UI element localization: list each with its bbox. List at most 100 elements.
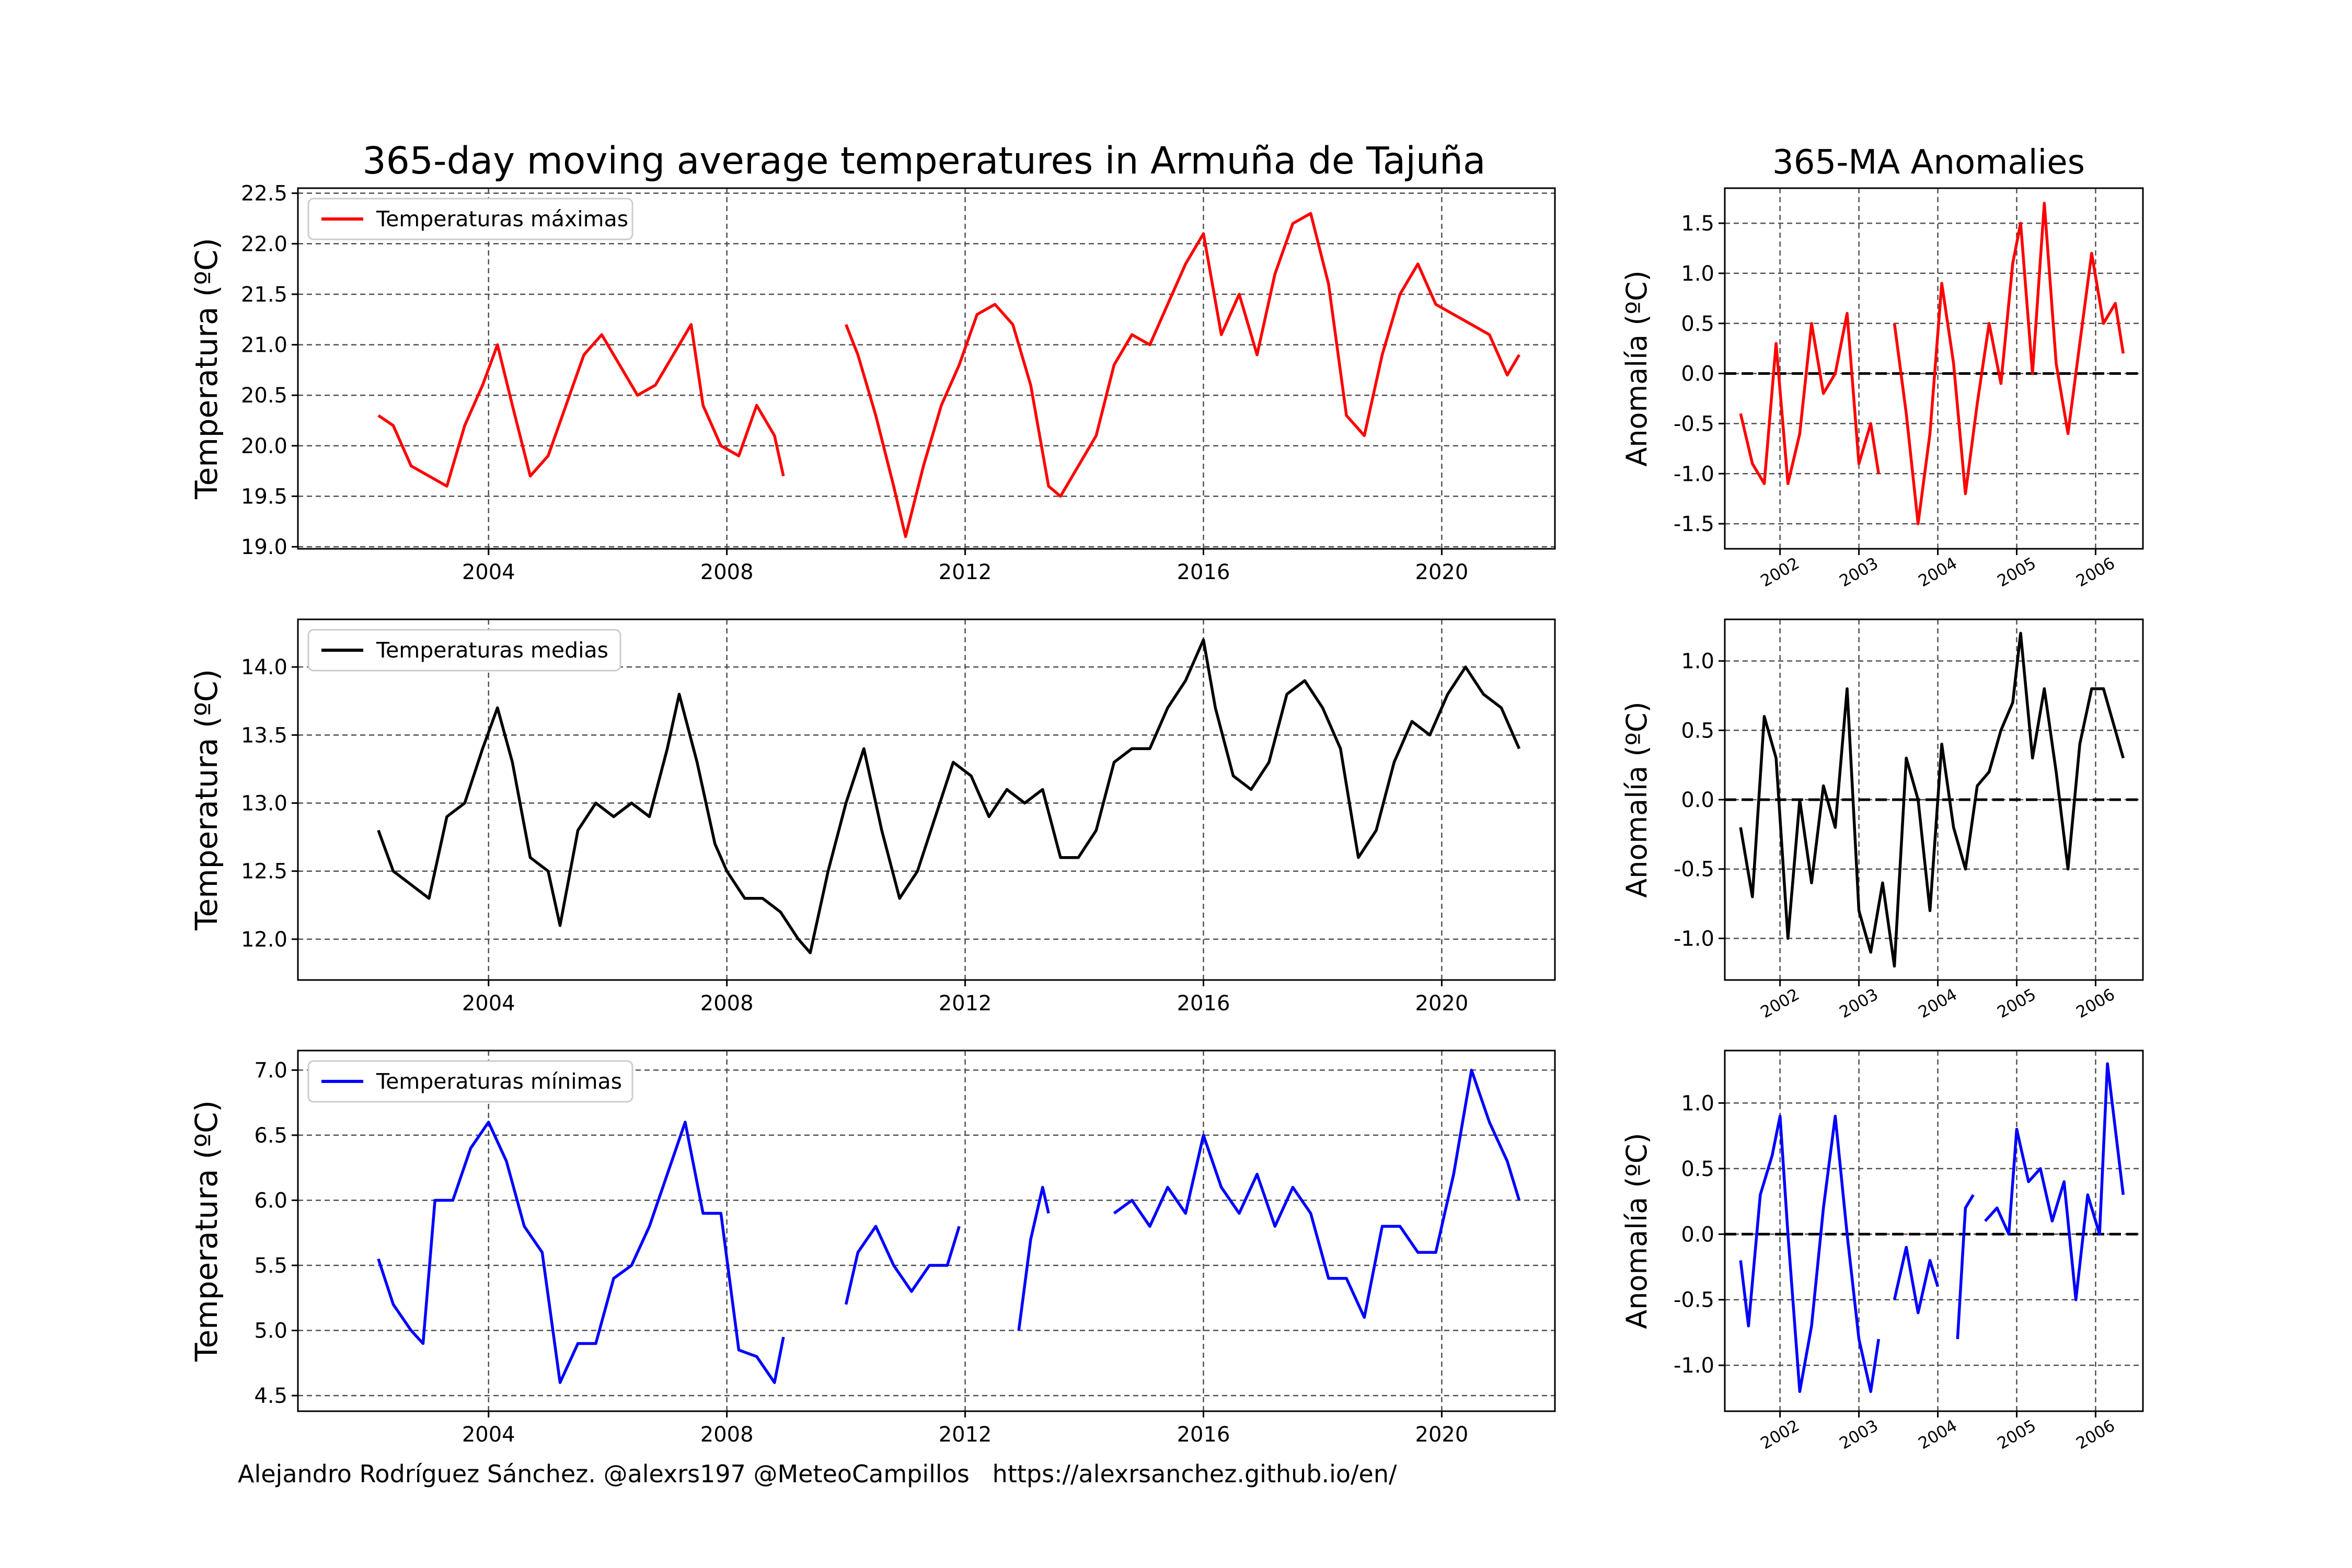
anom-mean-xtick-label: 2005 <box>1994 985 2039 1022</box>
mean-axes-frame <box>297 618 1556 981</box>
footer-gap <box>970 1460 993 1488</box>
anom-max-ytick-label: 0.0 <box>1681 362 1714 386</box>
min-xtick-label: 2016 <box>1177 1423 1230 1447</box>
mean-ytick-label: 12.0 <box>241 928 287 952</box>
max-ytick-label: 22.0 <box>241 232 287 256</box>
mean-panel: 12.0 12.5 13.0 13.5 14.0 2004 2008 2012 2016 2020… <box>189 618 1556 1016</box>
max-ytick-label: 20.5 <box>241 384 287 408</box>
anom-min-ytick-label: 0.5 <box>1681 1157 1714 1181</box>
anom-max-ytick-label: -1.0 <box>1674 462 1714 486</box>
anom-max-axes-frame <box>1724 187 2144 550</box>
min-ytick-label: 4.5 <box>254 1384 287 1408</box>
max-xtick-label: 2004 <box>462 560 515 584</box>
max-ytick-label: 19.5 <box>241 485 287 509</box>
max-ytick-label: 21.5 <box>241 283 287 307</box>
max-xtick-label: 2012 <box>939 560 992 584</box>
anom-mean-xtick-label: 2006 <box>2073 985 2118 1022</box>
max-ytick-label: 19.0 <box>241 535 287 559</box>
anom-max-ytick-label: -0.5 <box>1674 412 1714 436</box>
max-legend-label: Temperaturas máximas <box>376 206 628 232</box>
mean-xtick-label: 2004 <box>462 991 515 1016</box>
min-ytick-label: 5.0 <box>254 1319 287 1343</box>
min-series-line <box>377 1068 1521 1384</box>
anom-mean-ytick-label: 0.0 <box>1681 788 1714 812</box>
min-xtick-label: 2020 <box>1415 1423 1469 1447</box>
max-ytick-label: 21.0 <box>241 333 287 358</box>
min-legend-label: Temperaturas mínimas <box>376 1069 622 1094</box>
min-ylabel: Temperatura (ºC) <box>189 1100 224 1362</box>
anom-mean-xtick-label: 2002 <box>1757 985 1802 1022</box>
anom-max-panel: -1.5 -1.0 -0.5 0.0 0.5 1.0 1.5 2002 2003 2004 2005… <box>1620 187 2144 591</box>
anom-min-ytick-label: 1.0 <box>1681 1091 1714 1115</box>
mean-legend-label: Temperaturas medias <box>376 638 608 663</box>
anom-max-xtick-label: 2003 <box>1836 554 1881 591</box>
anom-min-xtick-label: 2004 <box>1915 1416 1960 1454</box>
max-xtick-label: 2008 <box>700 560 754 584</box>
mean-xtick-label: 2012 <box>939 991 992 1016</box>
anom-mean-panel: -1.0 -0.5 0.0 0.5 1.0 2002 2003 2004 2005 2006 Ano… <box>1620 618 2144 1022</box>
max-xtick-label: 2020 <box>1415 560 1469 584</box>
anom-mean-ytick-label: 1.0 <box>1681 650 1714 674</box>
footer-author: Alejandro Rodríguez Sánchez. @alexrs197 … <box>238 1460 970 1488</box>
mean-ylabel: Temperatura (ºC) <box>189 669 224 931</box>
min-panel: 4.5 5.0 5.5 6.0 6.5 7.0 2004 2008 2012 2016 2020 Te… <box>189 1050 1556 1447</box>
anom-max-xtick-label: 2006 <box>2073 554 2118 591</box>
anom-mean-ylabel: Anomalía (ºC) <box>1620 701 1653 897</box>
min-ytick-label: 7.0 <box>254 1058 287 1082</box>
max-axes-frame <box>297 187 1556 550</box>
footer-url: https://alexrsanchez.github.io/en/ <box>992 1460 1397 1488</box>
anom-min-axes-frame <box>1724 1050 2144 1412</box>
max-xtick-label: 2016 <box>1177 560 1230 584</box>
anom-max-ytick-label: -1.5 <box>1674 512 1714 536</box>
anom-mean-xtick-label: 2003 <box>1836 985 1881 1022</box>
max-legend <box>307 198 633 240</box>
anom-mean-xtick-label: 2004 <box>1915 985 1960 1022</box>
min-xtick-label: 2012 <box>939 1423 992 1447</box>
anom-max-xtick-label: 2002 <box>1757 554 1802 591</box>
min-xtick-label: 2004 <box>462 1423 515 1447</box>
mean-xtick-label: 2008 <box>700 991 754 1016</box>
mean-ytick-label: 13.5 <box>241 723 287 747</box>
anom-mean-series-line <box>1739 631 2125 968</box>
mean-ytick-label: 12.5 <box>241 860 287 884</box>
anom-min-xtick-label: 2005 <box>1994 1416 2039 1454</box>
anom-max-ytick-label: 1.5 <box>1681 212 1714 236</box>
main-title: 365-day moving average temperatures in A… <box>362 139 1485 182</box>
max-ytick-label: 20.0 <box>241 434 287 458</box>
anom-mean-ytick-label: -0.5 <box>1674 858 1714 882</box>
anom-min-ytick-label: -0.5 <box>1674 1288 1714 1312</box>
max-ytick-label: 22.5 <box>241 182 287 206</box>
max-ylabel: Temperatura (ºC) <box>189 238 224 500</box>
mean-xtick-label: 2020 <box>1415 991 1469 1016</box>
anom-max-ytick-label: 1.0 <box>1681 262 1714 286</box>
anom-max-ylabel: Anomalía (ºC) <box>1620 270 1653 466</box>
anom-min-xtick-label: 2002 <box>1757 1416 1802 1454</box>
anom-min-xtick-label: 2006 <box>2073 1416 2118 1454</box>
mean-xtick-label: 2016 <box>1177 991 1230 1016</box>
min-axes-frame <box>297 1050 1556 1412</box>
min-legend <box>307 1060 633 1103</box>
anom-min-ytick-label: -1.0 <box>1674 1354 1714 1378</box>
min-ytick-label: 5.5 <box>254 1254 287 1278</box>
max-series-line <box>377 212 1520 538</box>
min-xtick-label: 2008 <box>700 1423 754 1447</box>
mean-ytick-label: 14.0 <box>241 655 287 679</box>
anom-max-ytick-label: 0.5 <box>1681 312 1714 336</box>
anom-max-series-line <box>1739 202 2125 525</box>
anom-max-xtick-label: 2004 <box>1915 554 1960 591</box>
anom-min-ylabel: Anomalía (ºC) <box>1620 1133 1653 1329</box>
anom-min-ytick-label: 0.0 <box>1681 1223 1714 1247</box>
anomalies-title: 365-MA Anomalies <box>1772 143 2085 182</box>
anom-max-xtick-label: 2005 <box>1994 554 2039 591</box>
footer: Alejandro Rodríguez Sánchez. @alexrs197 … <box>238 1460 1397 1488</box>
max-panel: 19.0 19.5 20.0 20.5 21.0 21.5 22.0 22.5 2004 2008… <box>189 182 1556 584</box>
chart-panels: 19.0 19.5 20.0 20.5 21.0 21.5 22.0 22.5 2004 2008… <box>189 182 2144 1454</box>
mean-legend <box>307 629 621 672</box>
anom-mean-ytick-label: -1.0 <box>1674 927 1714 951</box>
mean-series-line <box>377 638 1521 954</box>
anom-mean-ytick-label: 0.5 <box>1681 719 1714 743</box>
mean-ytick-label: 13.0 <box>241 792 287 816</box>
anom-min-panel: -1.0 -0.5 0.0 0.5 1.0 2002 2003 2004 2005 2006 Ano… <box>1620 1050 2144 1454</box>
anom-min-series-line <box>1739 1062 2125 1393</box>
